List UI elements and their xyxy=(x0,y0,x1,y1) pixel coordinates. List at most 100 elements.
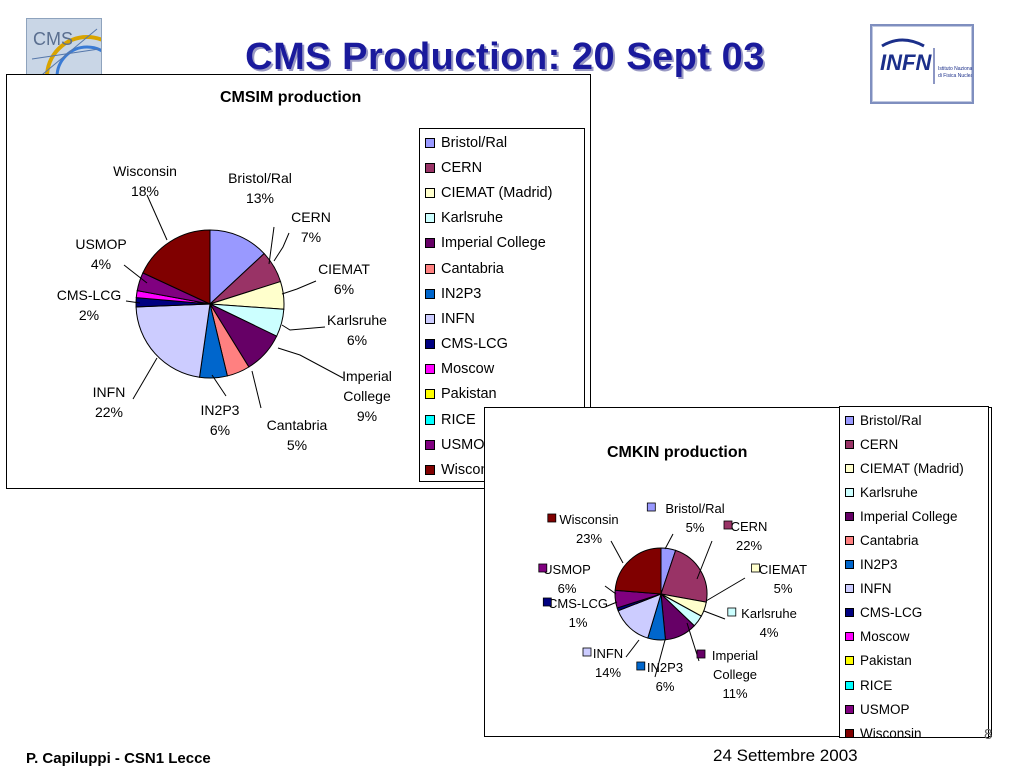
cmsim-leader-cms-lcg xyxy=(125,300,141,304)
cmkin-legend-swatch-infn xyxy=(845,584,854,594)
cmkin-label-ciemat: CIEMAT 5% xyxy=(759,562,807,596)
cmkin-leader-in2p3 xyxy=(654,639,666,678)
cmsim-leader-in2p3 xyxy=(211,374,227,397)
cmsim-legend-swatch-karlsruhe xyxy=(425,213,435,224)
cmkin-leader-bristol-ral xyxy=(664,533,674,550)
cmkin-legend-label-rice: RICE xyxy=(860,677,893,693)
cmkin-legend-label-usmop: USMOP xyxy=(860,701,910,717)
cmkin-legend-label-imperial-college: Imperial College xyxy=(860,508,958,524)
cmkin-legend-item-ciemat-madrid: CIEMAT (Madrid) xyxy=(840,456,988,480)
cmkin-label-karlsruhe: Karlsruhe 4% xyxy=(741,606,797,640)
cmsim-legend-item-ciemat-madrid: CIEMAT (Madrid) xyxy=(420,180,584,205)
cmsim-legend-label-pakistan: Pakistan xyxy=(441,386,497,403)
cmsim-label-bristol-ral: Bristol/Ral 13% xyxy=(228,170,292,206)
cmkin-legend-item-wisconsin: Wisconsin xyxy=(840,721,988,738)
infn-logo-subtext: Istituto Nazionale di Fisica Nucleare xyxy=(938,66,972,79)
cmsim-legend-swatch-bristol-ral xyxy=(425,137,435,148)
cmsim-legend-label-in2p3: IN2P3 xyxy=(441,285,482,302)
cmsim-label-in2p3: IN2P3 6% xyxy=(201,402,240,438)
infn-logo: INFN Istituto Nazionale di Fisica Nuclea… xyxy=(870,24,978,104)
cmsim-legend-swatch-moscow xyxy=(425,364,435,375)
cmsim-label-cms-lcg: CMS-LCG 2% xyxy=(57,287,122,323)
cmkin-label-swatch-karlsruhe xyxy=(727,607,737,617)
cmsim-legend-label-ciemat-madrid: CIEMAT (Madrid) xyxy=(441,184,553,201)
cmkin-label-swatch-in2p3 xyxy=(636,661,646,671)
cmkin-legend-item-cantabria: Cantabria xyxy=(840,528,988,552)
cmkin-legend-item-cms-lcg: CMS-LCG xyxy=(840,601,988,625)
cmkin-legend-label-cantabria: Cantabria xyxy=(860,533,919,549)
cmkin-legend-item-usmop: USMOP xyxy=(840,697,988,721)
cmkin-label-swatch-ciemat xyxy=(751,563,760,573)
cmkin-legend-swatch-moscow xyxy=(845,632,854,642)
cmkin-slice-wisconsin xyxy=(614,547,662,595)
cmkin-legend-swatch-cms-lcg xyxy=(845,608,854,618)
cmkin-legend-item-imperial-college: Imperial College xyxy=(840,504,988,528)
cmkin-legend-label-in2p3: IN2P3 xyxy=(860,557,898,573)
cmkin-legend-label-cms-lcg: CMS-LCG xyxy=(860,605,923,621)
cmkin-legend-label-bristol-ral: Bristol/Ral xyxy=(860,412,922,428)
infn-logo-graphic: INFN Istituto Nazionale di Fisica Nuclea… xyxy=(880,38,978,84)
cmkin-chart-title: CMKIN production xyxy=(607,444,748,461)
cmsim-legend-item-imperial-college: Imperial College xyxy=(420,231,584,256)
cmkin-legend-swatch-rice xyxy=(845,680,854,690)
cmsim-legend-label-infn: INFN xyxy=(441,310,475,327)
cmsim-legend-item-bristol-ral: Bristol/Ral xyxy=(420,130,584,155)
cmsim-label-usmop: USMOP 4% xyxy=(75,236,126,272)
cmsim-legend-item-karlsruhe: Karlsruhe xyxy=(420,206,584,231)
cmsim-legend-label-cms-lcg: CMS-LCG xyxy=(441,336,508,353)
cmkin-label-infn: INFN 14% xyxy=(593,646,623,680)
cmsim-legend-label-bristol-ral: Bristol/Ral xyxy=(441,134,508,151)
cmkin-legend-swatch-in2p3 xyxy=(845,560,854,570)
cmkin-legend-item-cern: CERN xyxy=(840,432,988,456)
cmsim-legend-item-cantabria: Cantabria xyxy=(420,256,584,281)
cms-logo-text: CMS xyxy=(33,29,73,49)
cmkin-legend-swatch-karlsruhe xyxy=(845,487,854,497)
slide-title: CMS Production: 20 Sept 03 xyxy=(245,36,765,78)
cmsim-chart-title: CMSIM production xyxy=(220,89,362,106)
cmsim-legend-label-rice: RICE xyxy=(441,411,476,428)
cmkin-label-swatch-cms-lcg xyxy=(542,597,552,607)
cmkin-legend-label-wisconsin: Wisconsin xyxy=(860,725,922,738)
cmkin-label-imperial-college: Imperial College 11% xyxy=(712,648,758,701)
cmkin-legend-label-cern: CERN xyxy=(860,436,899,452)
cmkin-legend-swatch-ciemat-madrid xyxy=(845,463,854,473)
cmkin-legend-item-in2p3: IN2P3 xyxy=(840,553,988,577)
footer-date: 24 Settembre 2003 xyxy=(713,746,858,765)
cmkin-legend-label-karlsruhe: Karlsruhe xyxy=(860,484,918,500)
cmsim-legend-label-cantabria: Cantabria xyxy=(441,260,504,277)
cmsim-leader-bristol-ral xyxy=(268,226,275,265)
cmsim-leader-usmop xyxy=(123,264,148,284)
cmkin-label-cern: CERN 22% xyxy=(731,519,768,553)
cmsim-legend-label-moscow: Moscow xyxy=(441,361,495,378)
cmkin-chart: CMKIN production Bristol/Ral 5% CERN 22% CIE… xyxy=(484,406,992,738)
cmsim-slice-bristol-ral xyxy=(209,229,265,306)
cmkin-label-swatch-cern xyxy=(723,520,733,530)
cmsim-slice-infn xyxy=(135,303,211,378)
cmsim-legend-swatch-usmop xyxy=(425,439,435,450)
cmkin-label-swatch-imperial-college xyxy=(696,649,706,659)
footer-author: P. Capiluppi - CSN1 Lecce xyxy=(26,750,211,767)
cmsim-label-karlsruhe: Karlsruhe 6% xyxy=(327,312,387,348)
cmkin-label-swatch-usmop xyxy=(538,563,548,573)
cmsim-legend-swatch-wisconsin xyxy=(425,465,435,476)
cmkin-legend-item-pakistan: Pakistan xyxy=(840,649,988,673)
cmkin-legend-swatch-wisconsin xyxy=(845,728,854,737)
cmsim-legend-item-pakistan: Pakistan xyxy=(420,382,584,407)
cmkin-label-swatch-infn xyxy=(582,647,592,657)
cmsim-leader-infn xyxy=(132,357,158,400)
cmsim-label-ciemat: CIEMAT 6% xyxy=(318,261,370,297)
cmkin-legend-swatch-imperial-college xyxy=(845,511,854,521)
cmsim-legend-item-cern: CERN xyxy=(420,155,584,180)
cmkin-legend-swatch-usmop xyxy=(845,704,854,714)
cmsim-label-infn: INFN 22% xyxy=(93,384,126,420)
cmkin-legend-swatch-pakistan xyxy=(845,656,854,666)
cmkin-label-cms-lcg: CMS-LCG 1% xyxy=(548,596,608,630)
cmsim-legend-swatch-ciemat-madrid xyxy=(425,187,435,198)
cmsim-legend-item-rice: RICE xyxy=(420,407,584,432)
cmkin-legend: Bristol/Ral CERN CIEMAT (Madrid) Karlsruhe I… xyxy=(839,406,989,738)
cmsim-leader-cantabria xyxy=(251,370,262,409)
cmsim-slice-wisconsin xyxy=(142,229,211,305)
cmsim-label-imperial-college: Imperial College 9% xyxy=(342,368,392,424)
cmkin-leader-karlsruhe xyxy=(703,610,726,620)
cmkin-legend-label-infn: INFN xyxy=(860,581,892,597)
